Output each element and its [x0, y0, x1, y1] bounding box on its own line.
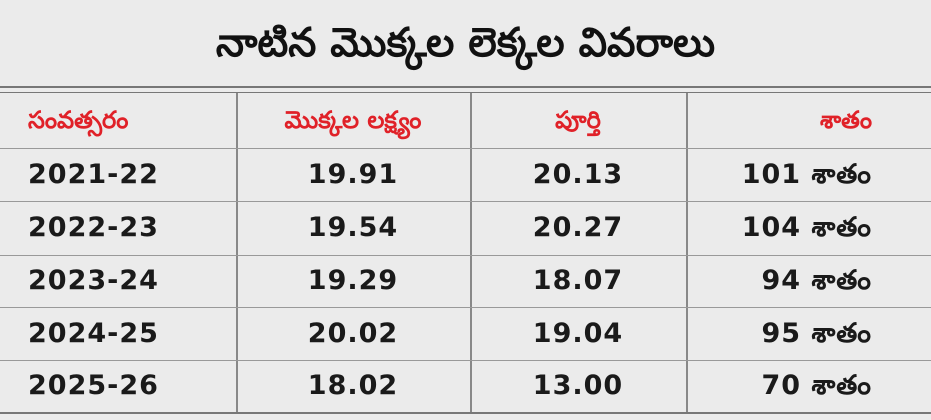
- column-divider: [470, 93, 472, 412]
- row-divider: [0, 360, 931, 361]
- column-header: పూర్తి: [555, 106, 601, 134]
- table-cell: 95 శాతం: [761, 318, 872, 349]
- row-divider: [0, 148, 931, 149]
- column-divider: [686, 93, 688, 412]
- row-divider: [0, 307, 931, 308]
- table-cell: 19.29: [307, 265, 399, 296]
- table-cell: 2025-26: [28, 370, 159, 401]
- rule: [0, 92, 931, 93]
- table-cell: 104 శాతం: [741, 212, 872, 243]
- column-header: సంవత్సరం: [28, 106, 129, 134]
- table-cell: 19.54: [307, 212, 399, 243]
- table-cell: 20.02: [307, 318, 399, 349]
- table-cell: 2023-24: [28, 265, 159, 296]
- table-cell: 19.91: [307, 159, 399, 190]
- table-cell: 20.13: [532, 159, 624, 190]
- column-divider: [236, 93, 238, 412]
- table-cell: 2024-25: [28, 318, 159, 349]
- table-cell: 19.04: [532, 318, 624, 349]
- table-cell: 2021-22: [28, 159, 159, 190]
- table-cell: 13.00: [532, 370, 624, 401]
- row-divider: [0, 255, 931, 256]
- table-cell: 2022-23: [28, 212, 159, 243]
- column-header: శాతం: [819, 106, 872, 134]
- table-cell: 70 శాతం: [761, 370, 872, 401]
- row-divider: [0, 201, 931, 202]
- column-header: మొక్కల లక్ష్యం: [284, 106, 422, 134]
- table-cell: 18.07: [532, 265, 624, 296]
- table-cell: 20.27: [532, 212, 624, 243]
- rule: [0, 412, 931, 414]
- table-cell: 94 శాతం: [761, 265, 872, 296]
- rule: [0, 86, 931, 88]
- title: నాటిన మొక్కల లెక్కల వివరాలు: [215, 20, 716, 66]
- table-cell: 101 శాతం: [741, 159, 872, 190]
- table-cell: 18.02: [307, 370, 399, 401]
